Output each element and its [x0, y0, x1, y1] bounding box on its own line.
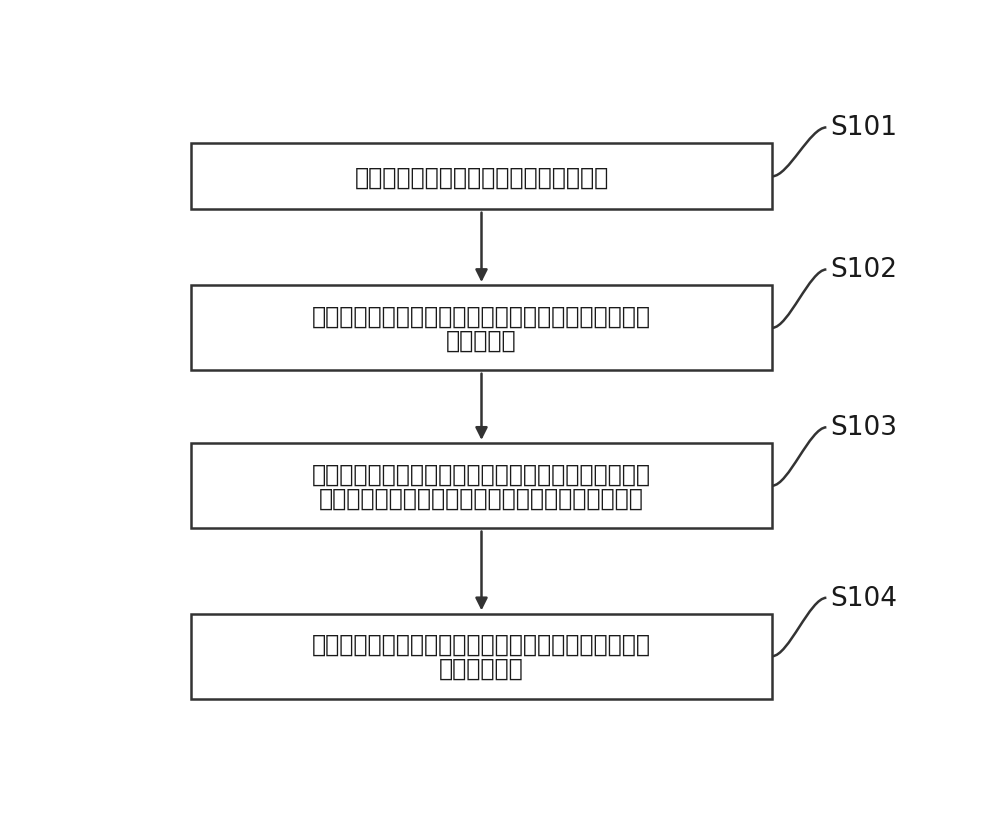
- Text: 检测采样点。: 检测采样点。: [439, 656, 524, 681]
- Bar: [191, 613, 772, 699]
- Text: S101: S101: [830, 115, 897, 141]
- Text: 基于预置采样点图案，输出检测采样点数量个室内空气: 基于预置采样点图案，输出检测采样点数量个室内空气: [312, 632, 651, 656]
- Text: 根据所述面积，基于所述面积与检测采样点数量的预置: 根据所述面积，基于所述面积与检测采样点数量的预置: [312, 462, 651, 486]
- Text: 获取距离室内地面的预置高度的水平面；: 获取距离室内地面的预置高度的水平面；: [354, 165, 609, 189]
- Text: 对应关系，获取所述面积的对应的检测采样点数量；: 对应关系，获取所述面积的对应的检测采样点数量；: [319, 486, 644, 510]
- Bar: [191, 286, 772, 371]
- Text: 面的面积；: 面的面积；: [446, 328, 517, 352]
- Text: S102: S102: [830, 257, 897, 283]
- Bar: [191, 144, 772, 210]
- Text: 以所述室内的墙壁为所述水平面的边界，计算所述水平: 以所述室内的墙壁为所述水平面的边界，计算所述水平: [312, 305, 651, 328]
- Text: S104: S104: [830, 585, 897, 611]
- Bar: [191, 444, 772, 529]
- Text: S103: S103: [830, 414, 897, 441]
